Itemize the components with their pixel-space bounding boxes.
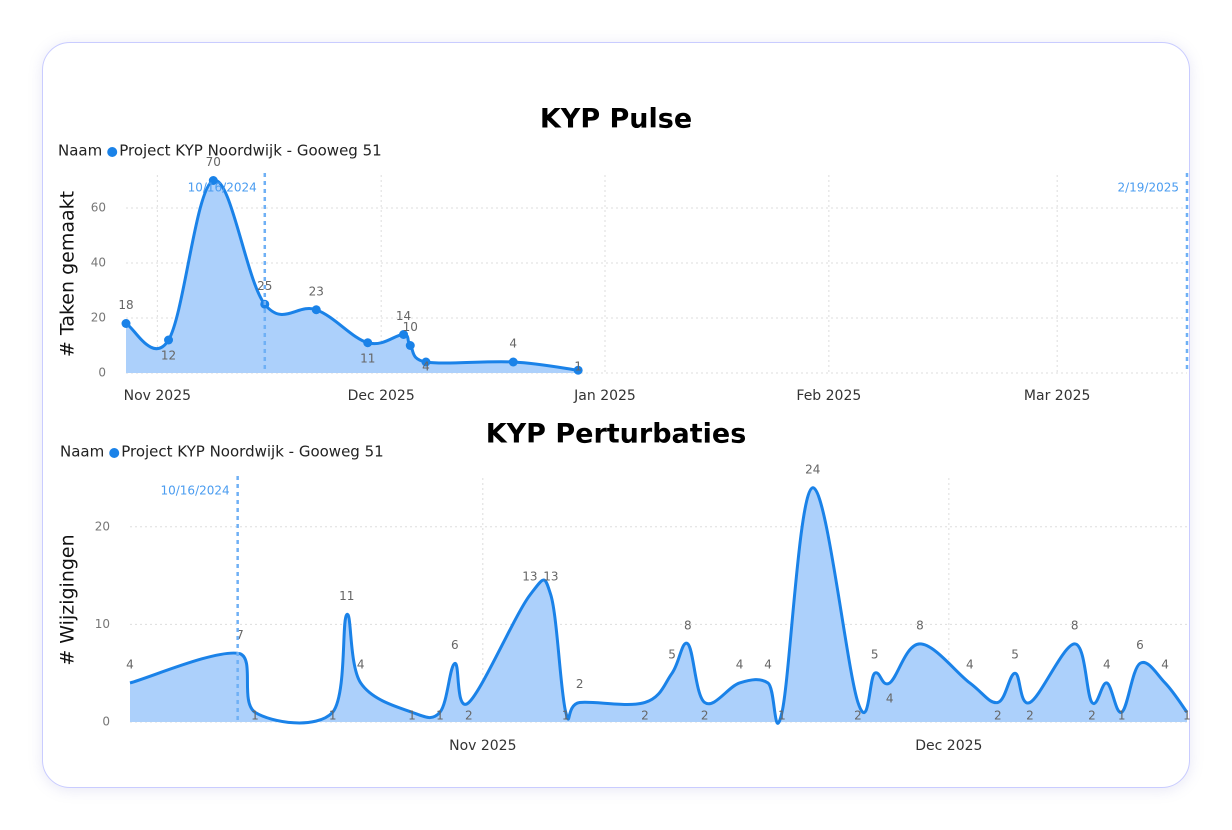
legend-label: Project KYP Noordwijk - Gooweg 51 bbox=[121, 443, 383, 461]
legend-title: Naam bbox=[60, 443, 104, 461]
data-label: 2 bbox=[641, 709, 649, 723]
data-label: 24 bbox=[805, 462, 820, 476]
data-point bbox=[508, 357, 518, 367]
data-label: 1 bbox=[408, 709, 416, 723]
data-point bbox=[121, 319, 131, 328]
y-axis-label: # Taken gemaakt bbox=[57, 191, 79, 357]
y-axis-label: # Wijzigingen bbox=[57, 534, 79, 665]
legend-marker bbox=[107, 147, 118, 157]
y-tick-label: 60 bbox=[91, 201, 106, 215]
data-label: 5 bbox=[668, 648, 676, 662]
x-tick-label: Mar 2025 bbox=[1024, 388, 1091, 404]
data-label: 4 bbox=[422, 360, 430, 374]
y-tick-label: 10 bbox=[95, 617, 110, 631]
data-label: 4 bbox=[1161, 657, 1169, 671]
data-label: 2 bbox=[465, 709, 473, 723]
x-tick-label: Dec 2025 bbox=[348, 388, 415, 404]
reference-label: 2/19/2025 bbox=[1117, 181, 1179, 195]
data-point bbox=[363, 338, 373, 348]
legend-title: Naam bbox=[58, 142, 102, 160]
data-label: 2 bbox=[701, 709, 709, 723]
data-label: 70 bbox=[206, 155, 221, 169]
data-label: 6 bbox=[451, 638, 459, 652]
legend-marker bbox=[109, 448, 120, 458]
chart-title: KYP Pulse bbox=[540, 104, 692, 135]
x-tick-label: Nov 2025 bbox=[449, 738, 516, 754]
data-label: 8 bbox=[684, 618, 692, 632]
chart-title: KYP Perturbaties bbox=[486, 419, 747, 450]
data-label: 4 bbox=[1103, 657, 1111, 671]
data-label: 13 bbox=[543, 570, 558, 584]
y-tick-label: 0 bbox=[102, 715, 110, 729]
data-label: 1 bbox=[436, 709, 444, 723]
data-label: 12 bbox=[161, 349, 176, 363]
data-label: 5 bbox=[1011, 648, 1019, 662]
data-label: 2 bbox=[994, 709, 1002, 723]
data-label: 1 bbox=[562, 709, 570, 723]
data-point bbox=[208, 176, 218, 185]
data-label: 1 bbox=[1183, 709, 1191, 723]
data-label: 10 bbox=[403, 320, 418, 334]
x-tick-label: Feb 2025 bbox=[796, 388, 861, 404]
area-fill bbox=[130, 487, 1187, 724]
data-label: 6 bbox=[1136, 638, 1144, 652]
data-label: 4 bbox=[736, 657, 744, 671]
data-label: 23 bbox=[309, 284, 324, 298]
data-point bbox=[405, 341, 415, 350]
x-tick-label: Nov 2025 bbox=[124, 388, 191, 404]
x-tick-label: Dec 2025 bbox=[915, 738, 982, 754]
data-point bbox=[399, 330, 409, 339]
data-point bbox=[421, 357, 431, 367]
data-label: 1 bbox=[251, 709, 259, 723]
y-tick-label: 40 bbox=[91, 256, 106, 270]
data-label: 11 bbox=[339, 589, 354, 603]
data-label: 7 bbox=[236, 628, 244, 642]
line bbox=[125, 178, 579, 372]
data-label: 4 bbox=[509, 337, 517, 351]
data-label: 5 bbox=[871, 648, 879, 662]
data-point bbox=[164, 335, 174, 345]
area-fill bbox=[126, 180, 579, 373]
data-label: 1 bbox=[1118, 709, 1126, 723]
data-label: 2 bbox=[854, 709, 862, 723]
data-label: 14 bbox=[396, 309, 411, 323]
reference-label: 10/16/2024 bbox=[188, 181, 257, 195]
x-tick-label: Jan 2025 bbox=[573, 388, 636, 404]
data-label: 8 bbox=[916, 618, 924, 632]
line bbox=[129, 486, 1189, 725]
data-label: 1 bbox=[329, 709, 337, 723]
data-point bbox=[311, 305, 321, 315]
data-label: 2 bbox=[1088, 709, 1096, 723]
data-label: 4 bbox=[357, 657, 365, 671]
y-tick-label: 0 bbox=[98, 366, 106, 380]
data-label: 4 bbox=[126, 657, 134, 671]
data-point bbox=[573, 365, 583, 375]
y-tick-label: 20 bbox=[95, 519, 110, 533]
data-label: 4 bbox=[966, 657, 974, 671]
data-label: 8 bbox=[1071, 618, 1079, 632]
data-label: 1 bbox=[778, 709, 786, 723]
y-tick-label: 20 bbox=[91, 311, 106, 325]
legend-label: Project KYP Noordwijk - Gooweg 51 bbox=[119, 142, 381, 160]
reference-label: 10/16/2024 bbox=[160, 484, 229, 498]
data-label: 2 bbox=[1026, 709, 1034, 723]
data-label: 4 bbox=[764, 657, 772, 671]
data-label: 13 bbox=[522, 570, 537, 584]
data-label: 1 bbox=[574, 360, 582, 374]
data-label: 2 bbox=[576, 677, 584, 691]
data-label: 4 bbox=[886, 691, 894, 705]
data-label: 18 bbox=[118, 298, 133, 312]
data-label: 11 bbox=[360, 351, 375, 365]
